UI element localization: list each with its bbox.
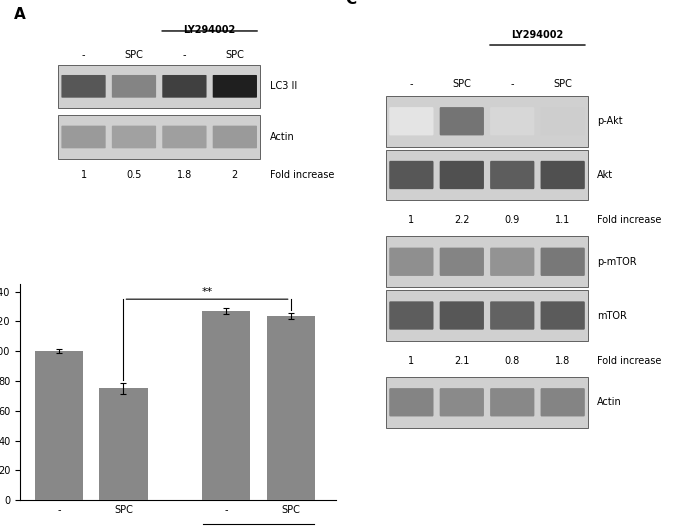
FancyBboxPatch shape [386, 149, 588, 201]
Text: 1.1: 1.1 [555, 215, 570, 226]
Text: p-mTOR: p-mTOR [598, 257, 637, 267]
Text: Akt: Akt [598, 170, 613, 180]
Text: 1.8: 1.8 [555, 356, 570, 366]
Text: Actin: Actin [598, 397, 622, 408]
FancyBboxPatch shape [61, 126, 106, 148]
Text: 0.5: 0.5 [126, 170, 141, 180]
Bar [266, 315, 315, 500]
FancyBboxPatch shape [440, 161, 484, 189]
FancyBboxPatch shape [163, 126, 206, 148]
FancyBboxPatch shape [386, 290, 588, 341]
FancyBboxPatch shape [389, 388, 434, 417]
Text: mTOR: mTOR [598, 311, 627, 320]
Text: Fold increase: Fold increase [598, 356, 662, 366]
Text: C: C [345, 0, 357, 7]
FancyBboxPatch shape [389, 247, 434, 276]
FancyBboxPatch shape [490, 388, 534, 417]
FancyBboxPatch shape [112, 126, 156, 148]
Text: Actin: Actin [270, 132, 294, 142]
Text: 2.1: 2.1 [454, 356, 469, 366]
Text: SPC: SPC [553, 79, 572, 89]
Text: Fold increase: Fold increase [598, 215, 662, 226]
FancyBboxPatch shape [389, 301, 434, 330]
FancyBboxPatch shape [163, 75, 206, 98]
Text: LY294002: LY294002 [184, 26, 236, 35]
Text: 2.2: 2.2 [454, 215, 470, 226]
Text: -: - [182, 51, 186, 60]
Text: SPC: SPC [225, 51, 245, 60]
Text: Fold increase: Fold increase [270, 170, 334, 180]
FancyBboxPatch shape [540, 247, 585, 276]
Bar [202, 311, 251, 500]
FancyBboxPatch shape [490, 301, 534, 330]
Text: -: - [410, 79, 413, 89]
Text: 1: 1 [81, 170, 87, 180]
Text: 0.8: 0.8 [505, 356, 520, 366]
Text: 0.9: 0.9 [505, 215, 520, 226]
FancyBboxPatch shape [440, 301, 484, 330]
FancyBboxPatch shape [540, 107, 585, 136]
Text: LY294002: LY294002 [512, 30, 563, 40]
FancyBboxPatch shape [540, 161, 585, 189]
FancyBboxPatch shape [490, 161, 534, 189]
Bar [35, 351, 83, 500]
Text: A: A [14, 6, 26, 22]
Text: 1: 1 [408, 356, 415, 366]
FancyBboxPatch shape [440, 247, 484, 276]
Text: -: - [82, 51, 85, 60]
FancyBboxPatch shape [58, 115, 260, 159]
Text: 1: 1 [408, 215, 415, 226]
Text: SPC: SPC [124, 51, 143, 60]
FancyBboxPatch shape [386, 236, 588, 287]
Text: -: - [510, 79, 514, 89]
FancyBboxPatch shape [212, 126, 257, 148]
FancyBboxPatch shape [389, 107, 434, 136]
FancyBboxPatch shape [389, 161, 434, 189]
FancyBboxPatch shape [540, 388, 585, 417]
Text: 1.8: 1.8 [177, 170, 192, 180]
FancyBboxPatch shape [440, 107, 484, 136]
FancyBboxPatch shape [386, 96, 588, 147]
FancyBboxPatch shape [112, 75, 156, 98]
FancyBboxPatch shape [61, 75, 106, 98]
FancyBboxPatch shape [58, 65, 260, 108]
Text: p-Akt: p-Akt [598, 117, 623, 126]
FancyBboxPatch shape [440, 388, 484, 417]
Bar [99, 388, 148, 500]
FancyBboxPatch shape [212, 75, 257, 98]
Text: 2: 2 [232, 170, 238, 180]
Text: LC3 II: LC3 II [270, 81, 297, 92]
FancyBboxPatch shape [490, 247, 534, 276]
Text: SPC: SPC [452, 79, 471, 89]
FancyBboxPatch shape [490, 107, 534, 136]
FancyBboxPatch shape [386, 377, 588, 428]
FancyBboxPatch shape [540, 301, 585, 330]
Text: **: ** [201, 287, 212, 297]
